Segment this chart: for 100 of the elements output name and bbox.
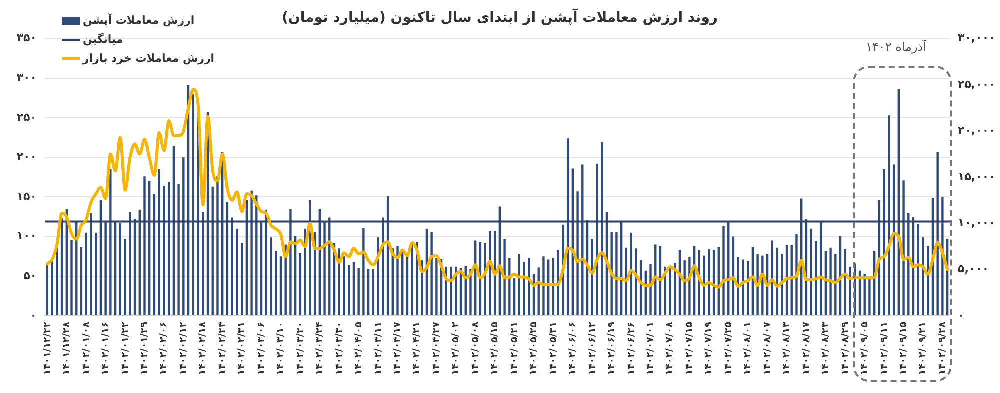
y-tick-label: ۳۵۰ (16, 32, 37, 45)
bar (110, 169, 112, 316)
bar (80, 247, 83, 316)
x-tick-label: ۱۴۰۲/۰۳/۲۴ (314, 322, 326, 376)
x-tick-label: ۱۴۰۲/۰۴/۲۷ (431, 322, 442, 376)
bar (148, 181, 151, 316)
bar (703, 256, 706, 316)
bar (922, 238, 924, 316)
legend-label: میانگین (83, 33, 124, 46)
bar (484, 243, 486, 316)
x-tick-label: ۱۴۰۲/۰۲/۰۶ (158, 322, 170, 376)
x-tick-label: ۱۴۰۱/۱۲/۲۸ (61, 322, 72, 376)
x-tick-label: ۱۴۰۲/۰۴/۲۱ (412, 322, 423, 376)
bar (290, 209, 292, 316)
bar (616, 232, 618, 316)
bar (436, 258, 438, 316)
bar (153, 194, 156, 316)
x-tick-label: ۱۴۰۲/۰۴/۱۷ (392, 322, 404, 376)
bar (343, 256, 346, 316)
y2-tick-label: ۱۰,۰۰۰ (958, 216, 996, 230)
bar (830, 248, 832, 316)
x-tick-label: ۱۴۰۲/۰۹/۰۵ (859, 322, 870, 376)
bar (275, 251, 278, 316)
bar (834, 254, 837, 316)
bar (650, 264, 652, 316)
bar (849, 266, 852, 316)
annotation: آذرماه ۱۴۰۲ (866, 40, 926, 54)
bar (576, 192, 579, 316)
bar (513, 278, 516, 316)
bar (124, 239, 126, 316)
bar (430, 232, 433, 316)
bar (202, 212, 204, 316)
x-tick-label: ۱۴۰۲/۰۳/۳۰ (334, 322, 345, 376)
bar (348, 265, 350, 316)
bar (382, 218, 384, 316)
bar (168, 182, 170, 316)
bar (231, 218, 234, 316)
x-tick-label: ۱۴۰۲/۰۵/۰۲ (450, 322, 462, 376)
x-tick-label: ۱۴۰۲/۰۱/۲۲ (120, 322, 131, 376)
legend-label: ارزش معاملات خرد بازار (83, 52, 215, 65)
bar (240, 243, 244, 316)
bar (172, 146, 176, 316)
y2-tick-label: ۱۵,۰۰۰ (958, 170, 996, 184)
bar (260, 222, 263, 316)
x-tick-label: ۱۴۰۲/۰۵/۲۵ (528, 322, 540, 376)
bar (367, 269, 370, 316)
bar (352, 262, 356, 316)
bar (114, 222, 117, 316)
bar (94, 232, 98, 316)
bar (304, 228, 306, 316)
x-tick-label: ۱۴۰۲/۰۲/۲۴ (217, 322, 228, 376)
bar (70, 240, 73, 316)
y-tick-label: ۰ (30, 308, 37, 322)
bar (489, 231, 492, 316)
bar (630, 232, 632, 316)
bar (508, 258, 511, 316)
bar (868, 278, 871, 316)
legend-label: ارزش معاملات آپشن (83, 14, 195, 27)
bar (406, 257, 409, 316)
bar (144, 176, 146, 316)
x-tick-label: ۱۴۰۲/۰۵/۰۸ (470, 322, 482, 376)
x-tick-label: ۱۴۰۲/۰۸/۰۱ (742, 322, 754, 376)
bar (182, 158, 185, 316)
bar (119, 223, 122, 316)
bar (542, 256, 545, 316)
bar (756, 254, 759, 316)
x-tick-label: ۱۴۰۲/۰۸/۲۹ (840, 322, 851, 376)
x-tick-label: ۱۴۰۲/۰۷/۱۵ (684, 322, 696, 376)
y-tick-label: ۱۵۰ (16, 190, 37, 204)
bar (776, 248, 778, 316)
y2-tick-label: ۳۰,۰۰۰ (958, 32, 996, 45)
bar (596, 164, 598, 316)
bar (100, 200, 102, 316)
bar (362, 228, 365, 316)
bar (883, 169, 886, 316)
y2-tick-label: ۵,۰۰۰ (958, 262, 990, 276)
x-tick-label: ۱۴۰۲/۰۵/۳۱ (548, 322, 559, 376)
x-tick-label: ۱۴۰۲/۰۶/۲۶ (626, 322, 637, 376)
bar (610, 232, 613, 316)
bar (902, 180, 905, 316)
x-tick-label: ۱۴۰۲/۰۳/۰۶ (256, 322, 267, 376)
x-tick-label: ۱۴۰۲/۰۸/۰۷ (762, 322, 774, 376)
bar (85, 232, 88, 316)
x-tick-label: ۱۴۰۲/۰۱/۲۹ (139, 322, 150, 376)
x-tick-label: ۱۴۰۲/۰۲/۱۲ (178, 322, 190, 376)
bar (280, 256, 282, 316)
y-tick-label: ۱۰۰ (16, 230, 37, 243)
y-tick-label: ۳۰۰ (16, 71, 37, 84)
bar (936, 152, 939, 316)
bar (504, 239, 506, 316)
x-tick-label: ۱۴۰۲/۰۶/۰۶ (567, 322, 578, 376)
x-tick-label: ۱۴۰۲/۰۹/۲۱ (918, 322, 929, 376)
bar (270, 238, 272, 316)
x-tick-label: ۱۴۰۲/۰۶/۱۲ (586, 322, 598, 376)
x-tick-label: ۱۴۰۲/۰۵/۲۱ (509, 322, 520, 376)
x-tick-label: ۱۴۰۲/۰۳/۲۰ (294, 322, 306, 376)
x-tick-label: ۱۴۰۲/۰۹/۱۱ (878, 322, 890, 376)
x-tick-label: ۱۴۰۲/۰۱/۱۶ (100, 322, 112, 376)
x-tick-label: ۱۴۰۲/۰۸/۱۳ (781, 322, 792, 376)
x-tick-label: ۱۴۰۲/۰۵/۱۵ (490, 322, 501, 376)
